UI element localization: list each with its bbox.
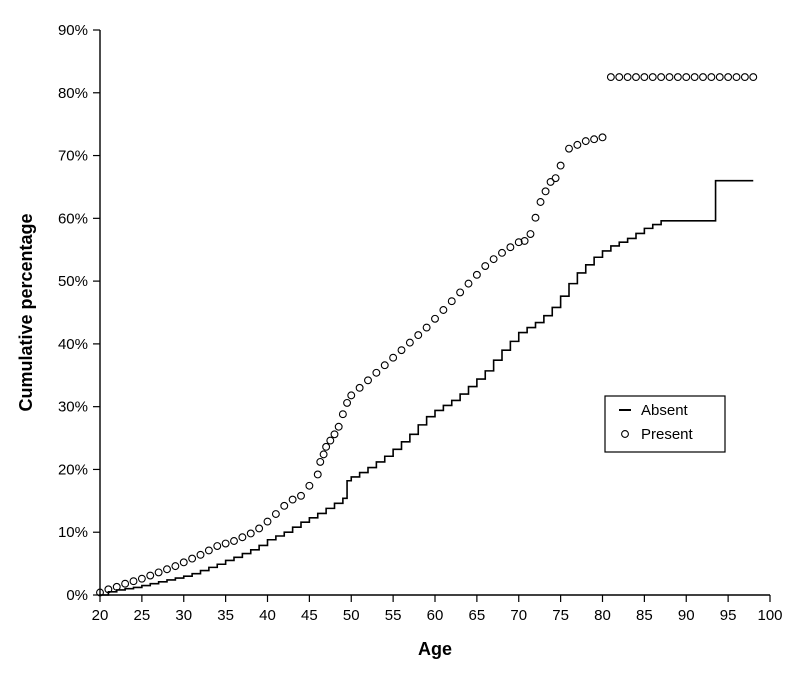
y-tick-label: 60% xyxy=(58,210,88,227)
y-tick-label: 80% xyxy=(58,85,88,102)
x-tick-label: 75 xyxy=(552,607,569,624)
x-tick-label: 30 xyxy=(175,607,192,624)
legend-present-label: Present xyxy=(641,426,694,443)
y-tick-label: 20% xyxy=(58,461,88,478)
x-tick-label: 35 xyxy=(217,607,234,624)
y-tick-label: 10% xyxy=(58,524,88,541)
y-tick-label: 0% xyxy=(66,587,88,604)
x-tick-label: 85 xyxy=(636,607,653,624)
x-tick-label: 70 xyxy=(510,607,527,624)
legend-absent-label: Absent xyxy=(641,402,689,419)
y-tick-label: 70% xyxy=(58,148,88,165)
x-tick-label: 60 xyxy=(427,607,444,624)
x-tick-label: 50 xyxy=(343,607,360,624)
x-tick-label: 65 xyxy=(469,607,486,624)
x-tick-label: 45 xyxy=(301,607,318,624)
y-tick-label: 40% xyxy=(58,336,88,353)
chart-container: 20 25 30 35 40 45 50 55 60 65 70 75 80 85 90 95 100 0% 10%… xyxy=(0,0,800,695)
y-tick-label: 90% xyxy=(58,22,88,39)
x-tick-label: 80 xyxy=(594,607,611,624)
y-tick-label: 50% xyxy=(58,273,88,290)
x-tick-label: 25 xyxy=(134,607,151,624)
x-tick-label: 95 xyxy=(720,607,737,624)
chart-svg: 20 25 30 35 40 45 50 55 60 65 70 75 80 85 90 95 100 0% 10%… xyxy=(0,0,800,695)
x-axis-label: Age xyxy=(418,639,452,659)
x-tick-label: 40 xyxy=(259,607,276,624)
y-axis-label: Cumulative percentage xyxy=(16,213,36,411)
x-tick-label: 55 xyxy=(385,607,402,624)
x-tick-label: 90 xyxy=(678,607,695,624)
x-tick-label: 20 xyxy=(92,607,109,624)
y-tick-label: 30% xyxy=(58,399,88,416)
x-tick-label: 100 xyxy=(757,607,782,624)
